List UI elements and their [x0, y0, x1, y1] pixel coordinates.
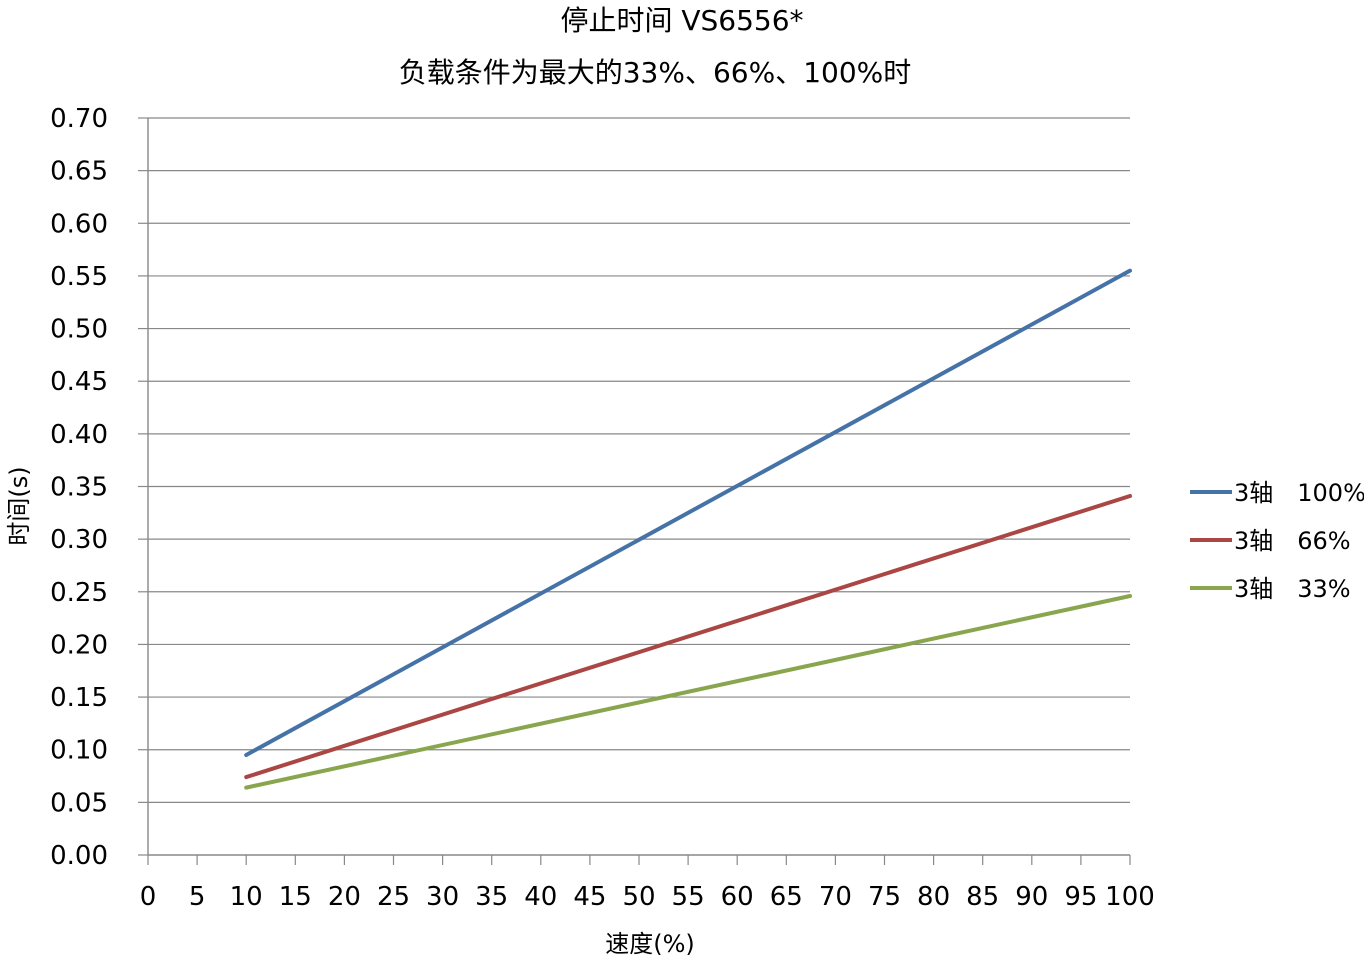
y-tick-label: 0.20: [50, 630, 108, 660]
x-tick-label: 15: [279, 882, 312, 912]
chart-title: 停止时间 VS6556*: [560, 4, 803, 37]
x-tick-label: 90: [1015, 882, 1048, 912]
x-tick-label: 35: [475, 882, 508, 912]
x-tick-label: 80: [917, 882, 950, 912]
x-tick-label: 50: [622, 882, 655, 912]
y-tick-label: 0.25: [50, 578, 108, 608]
y-tick-label: 0.45: [50, 367, 108, 397]
y-tick-label: 0.40: [50, 420, 108, 450]
legend-label: 3轴 66%: [1234, 527, 1351, 555]
y-tick-label: 0.00: [50, 841, 108, 871]
y-tick-label: 0.05: [50, 788, 108, 818]
chart-subtitle: 负载条件为最大的33%、66%、100%时: [399, 56, 912, 89]
x-tick-label: 25: [377, 882, 410, 912]
y-tick-labels: 0.00 0.05 0.10 0.15 0.20 0.25 0.30 0.35 0.40 0.45…: [50, 104, 108, 871]
y-tick-label: 0.35: [50, 473, 108, 503]
series-line-1: [244, 493, 1132, 780]
x-tick-label: 10: [230, 882, 263, 912]
x-tick-label: 20: [328, 882, 361, 912]
x-tick-label: 60: [721, 882, 754, 912]
axes: [138, 117, 1131, 865]
x-tick-label: 65: [770, 882, 803, 912]
x-tick-label: 40: [524, 882, 557, 912]
series-line-0: [244, 268, 1132, 757]
y-tick-label: 0.15: [50, 683, 108, 713]
x-tick-label: 95: [1064, 882, 1097, 912]
x-tick-label: 70: [819, 882, 852, 912]
legend-label: 3轴 33%: [1234, 575, 1351, 603]
x-axis-label: 速度(%): [605, 930, 695, 958]
x-tick-label: 75: [868, 882, 901, 912]
x-tick-label: 85: [966, 882, 999, 912]
y-tick-label: 0.65: [50, 157, 108, 187]
x-tick-label: 30: [426, 882, 459, 912]
series-lines: [244, 268, 1132, 790]
legend-label: 3轴 100%: [1234, 479, 1364, 507]
y-axis-label: 时间(s): [5, 466, 33, 545]
series-line-2: [244, 593, 1132, 790]
x-tick-label: 45: [573, 882, 606, 912]
x-tick-labels: 0 5 10 15 20 25 30 35 40 45 50 55 60 65 70 75 80 85 90 95 10…: [140, 882, 1155, 912]
y-tick-label: 0.50: [50, 315, 108, 345]
gridlines: [148, 117, 1130, 803]
y-tick-label: 0.70: [50, 104, 108, 134]
x-tick-label: 0: [140, 882, 157, 912]
x-tick-label: 55: [672, 882, 705, 912]
y-tick-label: 0.60: [50, 209, 108, 239]
y-tick-label: 0.10: [50, 736, 108, 766]
y-tick-label: 0.55: [50, 262, 108, 292]
x-tick-label: 100: [1105, 882, 1155, 912]
y-tick-label: 0.30: [50, 525, 108, 555]
x-tick-label: 5: [189, 882, 206, 912]
legend: 3轴 100% 3轴 66% 3轴 33%: [1190, 479, 1364, 603]
